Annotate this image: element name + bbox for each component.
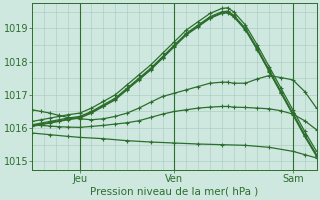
X-axis label: Pression niveau de la mer( hPa ): Pression niveau de la mer( hPa ): [90, 187, 259, 197]
